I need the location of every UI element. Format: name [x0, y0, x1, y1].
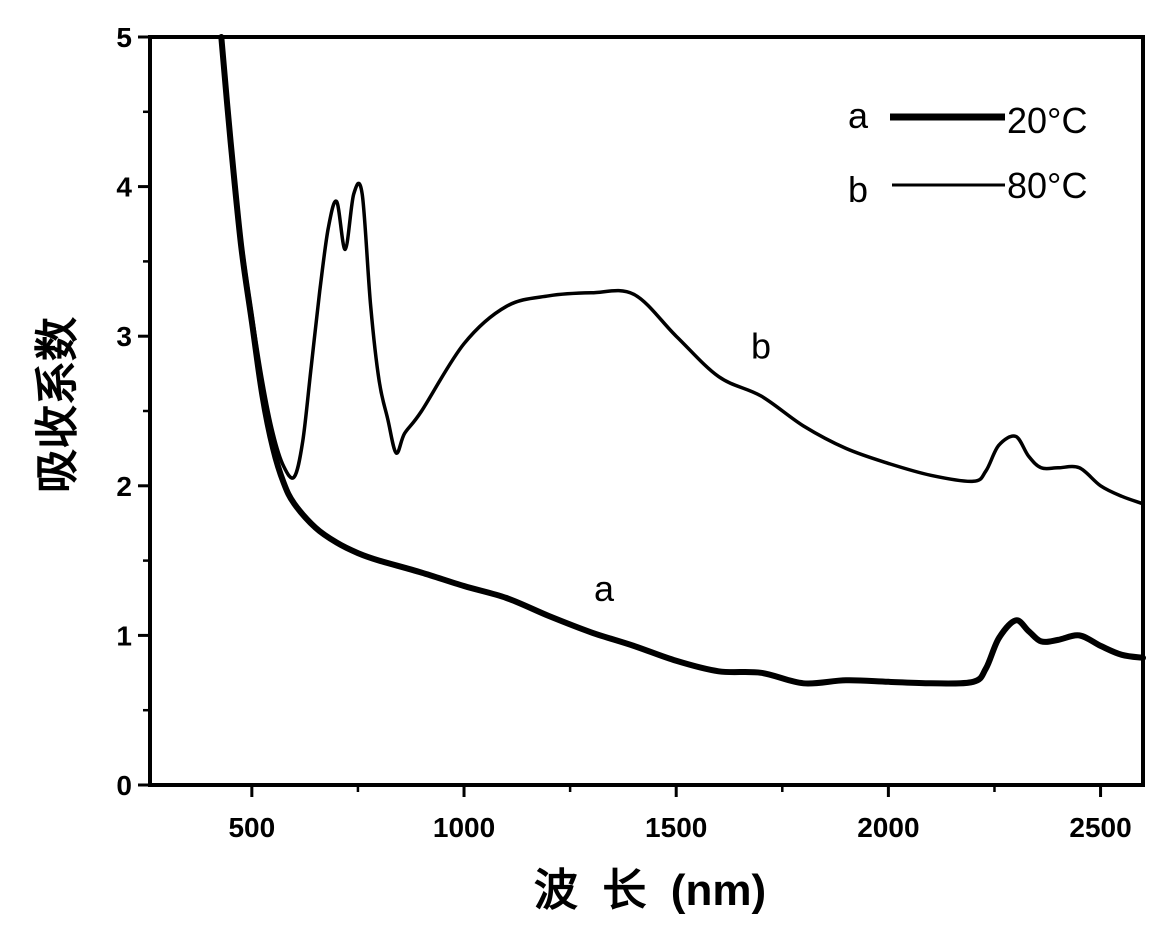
- legend-label-a: 20°C: [1007, 100, 1087, 141]
- legend-label-b: 80°C: [1007, 165, 1087, 206]
- legend-key-b: b: [848, 169, 868, 210]
- x-axis-title: 波 长 (nm): [534, 866, 766, 915]
- y-axis-title: 吸收系数: [33, 317, 82, 493]
- y-tick-label: 3: [116, 321, 132, 352]
- series-label-b: b: [751, 326, 771, 367]
- x-tick-label: 2000: [857, 812, 919, 843]
- y-tick-label: 2: [116, 471, 132, 502]
- x-tick-label: 2500: [1069, 812, 1131, 843]
- y-tick-label: 0: [116, 770, 132, 801]
- y-tick-label: 5: [116, 22, 132, 53]
- x-tick-label: 1500: [645, 812, 707, 843]
- legend-key-a: a: [848, 95, 869, 136]
- series-label-a: a: [594, 568, 615, 609]
- y-tick-label: 4: [116, 172, 132, 203]
- y-tick-label: 1: [116, 620, 132, 651]
- x-tick-label: 1000: [433, 812, 495, 843]
- x-tick-label: 500: [228, 812, 275, 843]
